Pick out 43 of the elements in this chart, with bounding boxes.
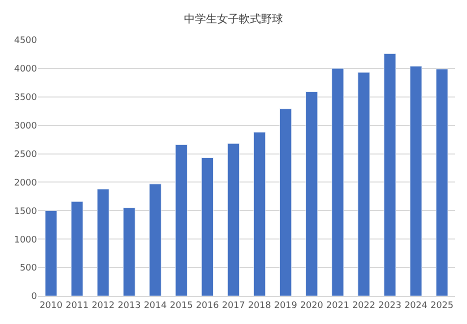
bar <box>70 201 84 296</box>
bar <box>175 144 188 296</box>
x-tick-label: 2010 <box>40 300 63 311</box>
x-tick-label: 2023 <box>378 300 402 311</box>
y-tick-label: 2500 <box>14 150 38 160</box>
y-tick-label: 1500 <box>14 206 38 217</box>
y-tick-label: 2000 <box>14 178 38 188</box>
x-tick-label: 2012 <box>92 300 115 311</box>
bar <box>123 208 136 296</box>
y-tick-label: 3000 <box>14 121 38 132</box>
x-tick-label: 2015 <box>170 300 193 311</box>
y-tick-label: 0 <box>31 292 38 302</box>
x-tick-label: 2013 <box>118 300 141 311</box>
y-tick-label: 500 <box>20 264 38 274</box>
bar <box>97 188 110 296</box>
bar <box>436 68 448 296</box>
x-tick-label: 2024 <box>404 300 428 311</box>
bar <box>149 184 162 296</box>
y-tick-label: 3500 <box>14 93 38 104</box>
bar <box>279 108 292 296</box>
x-tick-label: 2022 <box>352 300 376 311</box>
y-tick-label: 1000 <box>14 235 38 246</box>
bar <box>253 132 266 296</box>
y-tick-label: 4500 <box>14 36 38 46</box>
x-tick-label: 2018 <box>248 300 272 311</box>
bar <box>384 53 396 296</box>
bar <box>332 68 344 296</box>
x-tick-label: 2025 <box>430 300 454 311</box>
x-tick-label: 2019 <box>274 300 298 311</box>
x-tick-label: 2016 <box>196 300 220 311</box>
bar <box>227 143 240 296</box>
bar <box>201 158 214 296</box>
x-tick-label: 2021 <box>326 300 350 311</box>
chart-title: 中学生女子軟式野球 <box>184 12 283 26</box>
bar <box>44 210 58 296</box>
x-tick-label: 2017 <box>222 300 245 311</box>
x-tick-label: 2014 <box>144 300 168 311</box>
x-tick-label: 2020 <box>300 300 324 311</box>
y-tick-label: 4000 <box>14 64 38 75</box>
bar <box>358 72 370 296</box>
bar <box>306 92 318 296</box>
bar <box>410 66 422 296</box>
x-tick-label: 2011 <box>66 300 89 311</box>
